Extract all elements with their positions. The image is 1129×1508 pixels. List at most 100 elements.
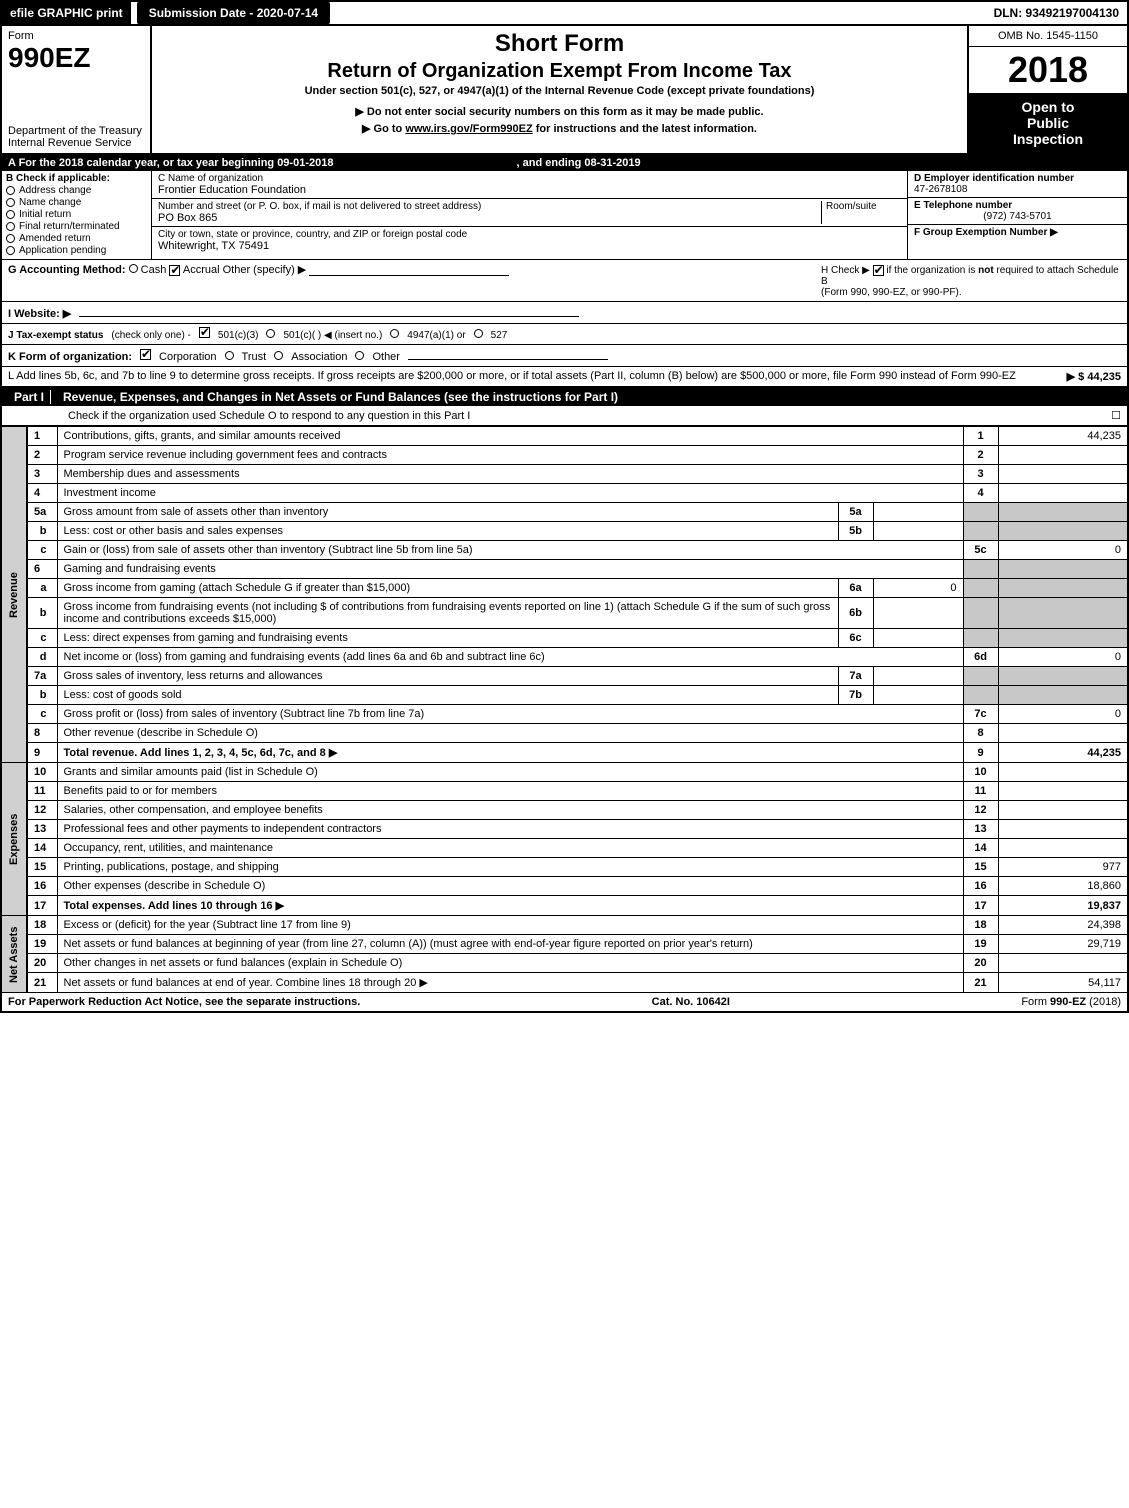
table-row: Net Assets18Excess or (deficit) for the … <box>1 916 1128 935</box>
mini-line-number: 6b <box>838 598 873 629</box>
table-row: 8Other revenue (describe in Schedule O)8 <box>1 724 1128 743</box>
irs-link[interactable]: www.irs.gov/Form990EZ <box>405 123 532 135</box>
line-amount <box>998 724 1128 743</box>
form-header: Form 990EZ Department of the Treasury In… <box>0 26 1129 155</box>
line-desc: Less: cost or other basis and sales expe… <box>57 522 838 541</box>
mini-line-value <box>873 667 963 686</box>
link-prefix: ▶ Go to <box>362 123 405 135</box>
k-trust[interactable] <box>225 351 234 360</box>
page-footer: For Paperwork Reduction Act Notice, see … <box>0 993 1129 1013</box>
entity-info-block: B Check if applicable: Address change Na… <box>0 171 1129 260</box>
efile-label[interactable]: efile GRAPHIC print <box>2 2 131 24</box>
revenue-side-label: Revenue <box>1 427 27 763</box>
line-col: 19 <box>963 935 998 954</box>
form-title: Return of Organization Exempt From Incom… <box>162 60 957 83</box>
ssn-note: ▶ Do not enter social security numbers o… <box>162 105 957 118</box>
table-row: 5aGross amount from sale of assets other… <box>1 503 1128 522</box>
line-amount: 0 <box>998 541 1128 560</box>
k-other[interactable] <box>355 351 364 360</box>
l-text: L Add lines 5b, 6c, and 7b to line 9 to … <box>8 370 1016 382</box>
table-row: bLess: cost of goods sold7b <box>1 686 1128 705</box>
footer-right: Form 990-EZ (2018) <box>1021 996 1121 1008</box>
submission-date: Submission Date - 2020-07-14 <box>137 2 330 24</box>
line-desc: Net assets or fund balances at beginning… <box>57 935 963 954</box>
line-desc: Investment income <box>57 484 963 503</box>
k-assoc[interactable] <box>274 351 283 360</box>
inspection-line2: Public <box>971 115 1125 131</box>
line-number: d <box>27 648 57 667</box>
org-name: Frontier Education Foundation <box>158 184 901 196</box>
line-amount <box>998 484 1128 503</box>
line-number: 8 <box>27 724 57 743</box>
chk-name-change[interactable]: Name change <box>6 197 147 208</box>
line-desc: Contributions, gifts, grants, and simila… <box>57 427 963 446</box>
phone: (972) 743-5701 <box>914 211 1121 222</box>
link-suffix: for instructions and the latest informat… <box>533 123 757 135</box>
line-amount <box>998 522 1128 541</box>
line-amount <box>998 667 1128 686</box>
line-amount <box>998 782 1128 801</box>
line-desc: Net income or (loss) from gaming and fun… <box>57 648 963 667</box>
j-527[interactable] <box>474 329 483 338</box>
k-other-field[interactable] <box>408 348 608 360</box>
row-l: L Add lines 5b, 6c, and 7b to line 9 to … <box>0 367 1129 388</box>
chk-initial-return[interactable]: Initial return <box>6 209 147 220</box>
header-left: Form 990EZ Department of the Treasury In… <box>2 26 152 153</box>
short-form-title: Short Form <box>162 30 957 58</box>
chk-address-change[interactable]: Address change <box>6 185 147 196</box>
j-4947[interactable] <box>390 329 399 338</box>
tax-period-bar: A For the 2018 calendar year, or tax yea… <box>0 155 1129 171</box>
cash-radio[interactable] <box>129 264 138 273</box>
line-col: 15 <box>963 858 998 877</box>
other-specify-field[interactable] <box>309 264 509 276</box>
website-field[interactable] <box>79 305 579 317</box>
irs-label: Internal Revenue Service <box>8 137 144 149</box>
line-desc: Program service revenue including govern… <box>57 446 963 465</box>
line-desc: Gaming and fundraising events <box>57 560 963 579</box>
line-number: 2 <box>27 446 57 465</box>
street-label: Number and street (or P. O. box, if mail… <box>158 201 821 212</box>
line-desc: Membership dues and assessments <box>57 465 963 484</box>
table-row: cLess: direct expenses from gaming and f… <box>1 629 1128 648</box>
footer-left: For Paperwork Reduction Act Notice, see … <box>8 996 360 1008</box>
line-amount: 18,860 <box>998 877 1128 896</box>
line-number: 19 <box>27 935 57 954</box>
i-label: I Website: ▶ <box>8 307 71 320</box>
room-label: Room/suite <box>826 201 901 212</box>
mini-line-value <box>873 522 963 541</box>
accrual-checkbox[interactable] <box>169 265 180 276</box>
form-label: Form <box>8 30 144 42</box>
dept-label: Department of the Treasury <box>8 125 144 137</box>
line-number: 3 <box>27 465 57 484</box>
table-row: 14Occupancy, rent, utilities, and mainte… <box>1 839 1128 858</box>
chk-final-return[interactable]: Final return/terminated <box>6 221 147 232</box>
line-number: 20 <box>27 954 57 973</box>
k-corp[interactable] <box>140 349 151 360</box>
table-row: bLess: cost or other basis and sales exp… <box>1 522 1128 541</box>
line-amount <box>998 629 1128 648</box>
mini-line-number: 5a <box>838 503 873 522</box>
line-number: c <box>27 705 57 724</box>
street: PO Box 865 <box>158 212 821 224</box>
dln: DLN: 93492197004130 <box>986 2 1127 24</box>
line-col <box>963 560 998 579</box>
line-number: a <box>27 579 57 598</box>
line-col <box>963 522 998 541</box>
l-amount: ▶ $ 44,235 <box>1067 370 1121 383</box>
mini-line-number: 5b <box>838 522 873 541</box>
table-row: 19Net assets or fund balances at beginni… <box>1 935 1128 954</box>
line-col <box>963 667 998 686</box>
j-501c3[interactable] <box>199 327 210 338</box>
ein-label: D Employer identification number <box>914 173 1121 184</box>
j-501c[interactable] <box>266 329 275 338</box>
part-1-check-tail[interactable]: ☐ <box>1111 409 1121 422</box>
city-label: City or town, state or province, country… <box>158 229 901 240</box>
table-row: 3Membership dues and assessments3 <box>1 465 1128 484</box>
h-checkbox[interactable] <box>873 265 884 276</box>
chk-application-pending[interactable]: Application pending <box>6 245 147 256</box>
line-col <box>963 686 998 705</box>
chk-amended-return[interactable]: Amended return <box>6 233 147 244</box>
line-number: 21 <box>27 973 57 993</box>
mini-line-value <box>873 629 963 648</box>
line-number: 9 <box>27 743 57 763</box>
